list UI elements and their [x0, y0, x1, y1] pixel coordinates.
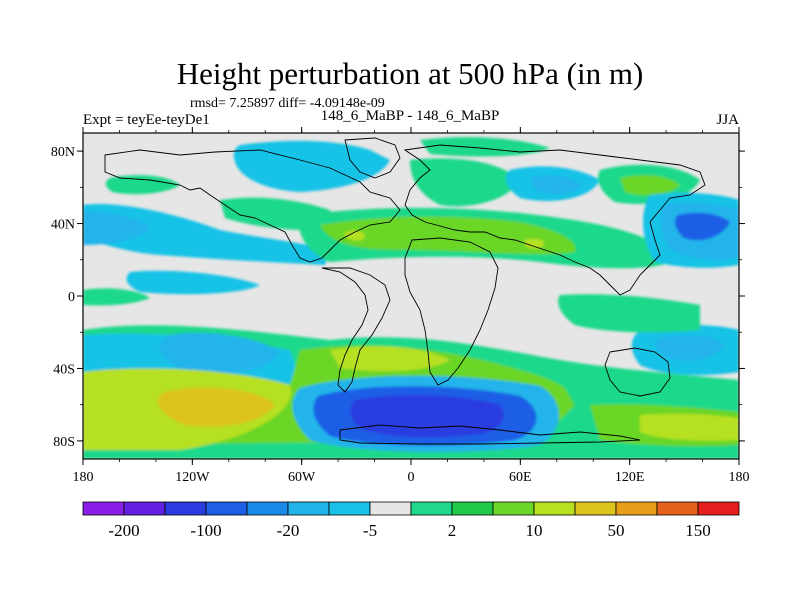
field-region	[530, 175, 582, 195]
colorbar-swatch	[246, 501, 289, 516]
y-tick-label: 40S	[53, 362, 75, 377]
coastline-antarctica	[339, 424, 641, 445]
field-region	[655, 335, 725, 361]
field-region	[524, 238, 545, 249]
colorbar-swatch	[697, 501, 740, 516]
coastline-australia	[604, 347, 671, 397]
field-region	[330, 346, 450, 372]
colorbar-label: 50	[608, 521, 625, 540]
colorbar-swatch	[287, 501, 330, 516]
y-tick-label: 40N	[51, 218, 75, 233]
field-region	[558, 294, 700, 333]
coastline-south-america	[321, 267, 391, 393]
colorbar	[82, 501, 740, 516]
field-region	[350, 395, 504, 438]
colorbar-swatch	[205, 501, 248, 516]
field-region	[640, 413, 739, 441]
colorbar-swatch	[328, 501, 371, 516]
coastlines	[104, 137, 706, 445]
field-region	[83, 288, 150, 306]
colorbar-swatch	[369, 501, 412, 516]
coastline-africa	[404, 237, 499, 386]
colorbar-swatch	[123, 501, 166, 516]
field-region	[674, 212, 730, 241]
colorbar-label: 2	[448, 521, 457, 540]
x-tick-label: 180	[729, 470, 750, 485]
y-tick-label: 0	[68, 290, 75, 305]
colorbar-swatch	[451, 501, 494, 516]
coastline-north-america	[104, 149, 401, 263]
stats-line: rmsd= 7.25897 diff= -4.09148e-09	[190, 96, 385, 111]
season-label: JJA	[716, 112, 739, 128]
chart-title: Height perturbation at 500 hPa (in m)	[177, 56, 644, 91]
colorbar-label: -100	[190, 521, 221, 540]
field-region	[159, 332, 280, 375]
colorbar-swatch	[82, 501, 125, 516]
coastline-eurasia	[403, 144, 706, 296]
x-tick-label: 120W	[175, 470, 210, 485]
colorbar-labels: -200 -100 -20 -5 2 10 50 150	[108, 521, 710, 540]
colorbar-swatch	[615, 501, 658, 516]
y-tick-label: 80S	[53, 435, 75, 450]
colorbar-swatch	[410, 501, 453, 516]
field-region	[320, 216, 576, 255]
field-region	[83, 204, 330, 265]
colorbar-swatch	[164, 501, 207, 516]
chart-subtitle: 148_6_MaBP - 148_6_MaBP	[321, 108, 500, 124]
x-axis: 180 120W 60W 0 60E 120E 180	[73, 127, 750, 485]
experiment-label: Expt = teyEe-teyDe1	[83, 112, 210, 128]
x-tick-label: 180	[73, 470, 94, 485]
colorbar-label: -200	[108, 521, 139, 540]
colorbar-label: -20	[277, 521, 300, 540]
field-region	[620, 175, 680, 196]
x-tick-label: 60W	[288, 470, 316, 485]
colorbar-label: -5	[363, 521, 377, 540]
colorbar-label: 10	[526, 521, 543, 540]
colorbar-swatch	[492, 501, 535, 516]
field-region	[344, 230, 365, 241]
colorbar-swatch	[533, 501, 576, 516]
colorbar-swatch	[574, 501, 617, 516]
colorbar-label: 150	[685, 521, 711, 540]
x-tick-label: 60E	[509, 470, 532, 485]
y-axis: 80N 40N 0 40S 80S	[51, 145, 745, 450]
colorbar-swatch	[656, 501, 699, 516]
field-region	[83, 211, 150, 245]
y-tick-label: 80N	[51, 145, 75, 160]
field-region	[126, 270, 261, 295]
field-region	[157, 387, 275, 427]
contour-field	[83, 133, 739, 459]
field-region	[410, 158, 520, 207]
field-region	[105, 175, 180, 195]
x-tick-label: 0	[408, 470, 415, 485]
coastline-greenland	[344, 137, 401, 179]
x-tick-label: 120E	[615, 470, 645, 485]
